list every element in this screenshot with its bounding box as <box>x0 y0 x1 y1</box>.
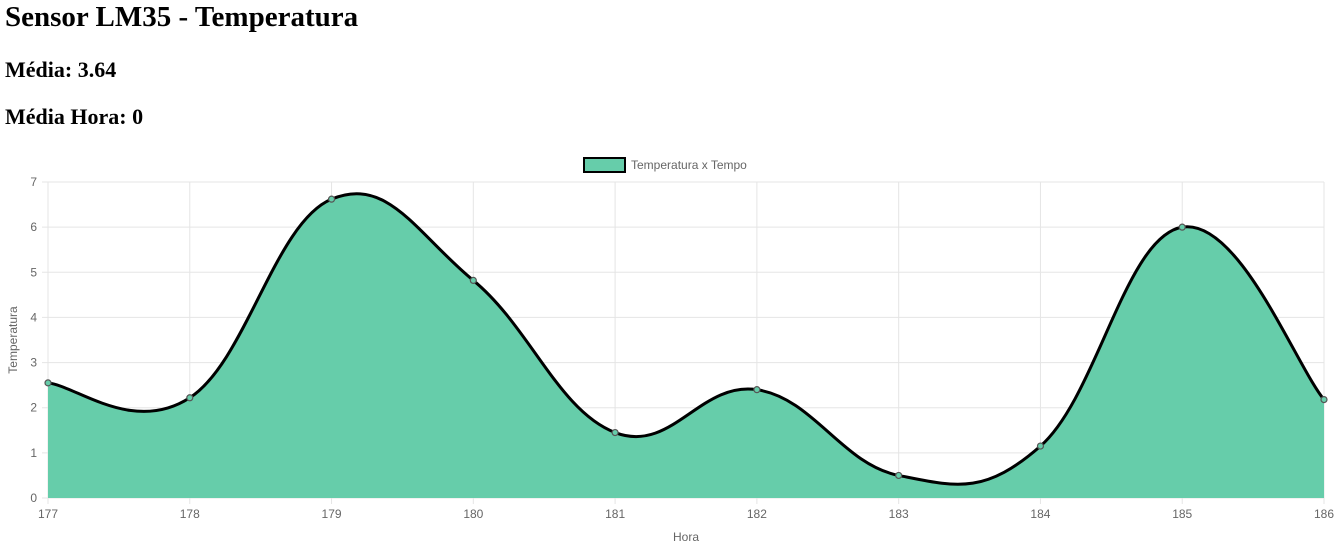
x-axis-title: Hora <box>673 530 699 544</box>
data-point[interactable] <box>186 394 194 402</box>
legend-swatch[interactable] <box>583 157 626 173</box>
chart-grid <box>42 181 1325 504</box>
x-tick-label: 185 <box>1172 507 1192 521</box>
y-tick-label: 6 <box>30 220 37 234</box>
data-point[interactable] <box>44 379 52 387</box>
x-tick-label: 179 <box>322 507 342 521</box>
data-point[interactable] <box>1036 442 1045 450</box>
data-point[interactable] <box>1178 223 1186 231</box>
y-axis-ticks: 0 1 2 3 4 5 6 7 <box>30 175 37 505</box>
x-tick-label: 177 <box>38 507 58 521</box>
data-point[interactable] <box>611 428 619 437</box>
y-axis-title: Temperatura <box>6 306 20 374</box>
data-point[interactable] <box>753 386 761 394</box>
data-point[interactable] <box>895 471 903 480</box>
series-area-fill <box>48 193 1324 498</box>
chart-points <box>44 195 1328 480</box>
hourly-average-label: Média Hora: 0 <box>5 104 144 129</box>
average-label: Média: 3.64 <box>5 57 117 82</box>
x-tick-label: 182 <box>747 507 767 521</box>
y-tick-label: 5 <box>30 265 37 279</box>
legend-label[interactable]: Temperatura x Tempo <box>631 158 747 172</box>
y-tick-label: 7 <box>30 175 37 189</box>
chart-legend[interactable]: Temperatura x Tempo <box>583 157 747 173</box>
x-tick-label: 184 <box>1030 507 1050 521</box>
y-tick-label: 1 <box>30 446 37 460</box>
x-tick-label: 186 <box>1314 507 1334 521</box>
x-tick-label: 183 <box>889 507 909 521</box>
x-tick-label: 178 <box>180 507 200 521</box>
series-line <box>47 192 1326 486</box>
y-tick-label: 4 <box>30 310 37 324</box>
x-tick-label: 181 <box>605 507 625 521</box>
y-tick-label: 0 <box>30 491 37 505</box>
data-point[interactable] <box>469 276 477 285</box>
x-axis-ticks: 177 178 179 180 181 182 183 184 185 186 <box>38 507 1334 521</box>
data-point[interactable] <box>1320 395 1328 404</box>
page-title: Sensor LM35 - Temperatura <box>5 1 359 33</box>
y-tick-label: 3 <box>30 356 37 370</box>
x-tick-label: 180 <box>463 507 483 521</box>
data-point[interactable] <box>327 195 336 203</box>
y-tick-label: 2 <box>30 401 37 415</box>
